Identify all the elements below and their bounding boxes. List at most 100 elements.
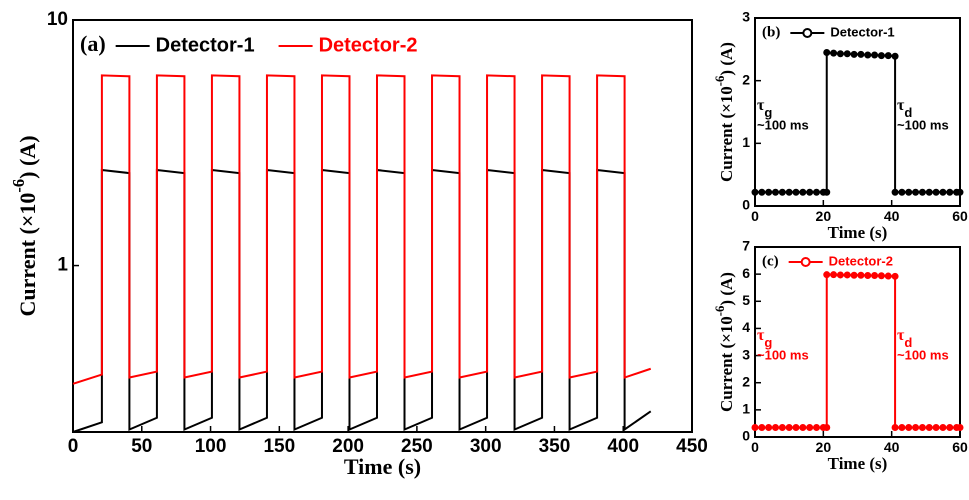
annotation-symbol-char: τ (757, 97, 765, 114)
y-axis-label-part: ) (A) (15, 135, 40, 178)
data-point (891, 424, 899, 431)
legend-label: Detector-2 (319, 34, 418, 56)
data-point (806, 424, 814, 431)
x-tick-label: 100 (195, 436, 227, 457)
data-point (765, 424, 773, 431)
annotation-subscript: d (904, 335, 912, 350)
annotation-text: ~100 ms (757, 117, 809, 132)
x-tick-label: 0 (751, 439, 759, 455)
y-axis-label: Current (×10-6) (A) (713, 272, 736, 412)
data-point (884, 272, 892, 280)
y-axis-label-part: -6 (9, 179, 28, 193)
x-tick-label: 200 (332, 436, 364, 457)
data-point (946, 424, 954, 431)
data-point (912, 188, 920, 196)
panel-label: (b) (762, 24, 780, 40)
data-point (877, 272, 885, 280)
data-point (891, 272, 899, 280)
y-tick-label: 7 (742, 238, 750, 254)
data-point (813, 424, 820, 431)
x-tick-label: 150 (263, 436, 295, 457)
data-point (836, 271, 844, 279)
x-tick-label: 0 (751, 208, 759, 224)
y-axis-label-part: Current (×10 (717, 86, 736, 182)
y-tick-label: 1 (742, 401, 750, 417)
annotation-text: ~100 ms (897, 117, 949, 132)
data-point (956, 424, 964, 431)
data-point (850, 271, 858, 279)
panel-label: (c) (762, 253, 779, 269)
data-point (905, 188, 913, 196)
legend-marker (800, 257, 811, 267)
data-point (939, 188, 947, 196)
data-point (946, 188, 954, 196)
data-point (871, 272, 879, 279)
y-tick-label: 10 (47, 9, 68, 30)
plot-frame (754, 17, 961, 207)
x-tick-label: 60 (952, 208, 968, 224)
data-point (891, 52, 899, 60)
data-point (792, 188, 800, 196)
data-point (857, 271, 865, 279)
y-axis-label-part: ) (A) (717, 272, 736, 306)
panel-label: (a) (80, 31, 106, 56)
y-axis-label-part: ) (A) (717, 42, 736, 76)
data-point (850, 50, 858, 58)
y-axis-label-part: -6 (713, 76, 727, 87)
data-point (792, 424, 800, 431)
annotation-subscript: g (764, 105, 772, 120)
data-point (932, 424, 940, 431)
data-point (830, 271, 838, 279)
legend-label: Detector-1 (156, 34, 255, 56)
legend-label: Detector-2 (829, 253, 893, 268)
y-axis-label: Current (×10-6) (A) (9, 135, 40, 316)
annotation-subscript: d (904, 105, 912, 120)
x-tick-label: 400 (607, 436, 639, 457)
data-point (751, 424, 759, 431)
series-line (72, 74, 652, 385)
annotation-symbol: τg (757, 327, 772, 350)
data-point (758, 188, 766, 196)
data-point (830, 49, 838, 57)
data-point (799, 188, 807, 196)
data-point (932, 188, 940, 196)
x-tick-label: 450 (676, 436, 708, 457)
data-point (765, 188, 773, 196)
y-axis-label-part: -6 (713, 306, 727, 317)
data-point (785, 188, 793, 196)
data-point (823, 424, 831, 431)
y-tick-label: 3 (742, 9, 750, 25)
data-point (799, 424, 807, 431)
annotation-subscript: g (764, 335, 772, 350)
x-tick-label: 20 (816, 208, 832, 224)
x-tick-label: 60 (952, 439, 968, 455)
y-axis-label: Current (×10-6) (A) (713, 42, 736, 182)
data-point (751, 188, 759, 196)
annotation-symbol-char: τ (897, 97, 905, 114)
data-point (898, 188, 906, 196)
data-point (823, 48, 831, 56)
y-tick-label: 1 (742, 134, 750, 150)
data-point (758, 424, 766, 431)
y-tick-label: 1 (57, 255, 68, 276)
data-point (823, 271, 831, 279)
x-tick-label: 40 (884, 208, 900, 224)
data-point (925, 424, 933, 431)
y-tick-label: 0 (742, 428, 750, 444)
annotation-symbol-char: τ (757, 327, 765, 344)
x-axis-label: Time (s) (828, 223, 888, 242)
x-axis-label: Time (s) (828, 454, 888, 473)
data-point (864, 272, 872, 279)
x-tick-label: 0 (68, 436, 79, 457)
y-tick-label: 5 (742, 292, 750, 308)
x-tick-label: 20 (816, 439, 832, 455)
data-point (939, 424, 947, 431)
data-point (772, 188, 779, 196)
data-point (877, 52, 885, 60)
data-point (813, 188, 820, 196)
data-point (884, 52, 892, 60)
data-point (925, 188, 933, 196)
legend-label: Detector-1 (830, 24, 894, 39)
y-tick-label: 6 (742, 265, 750, 281)
